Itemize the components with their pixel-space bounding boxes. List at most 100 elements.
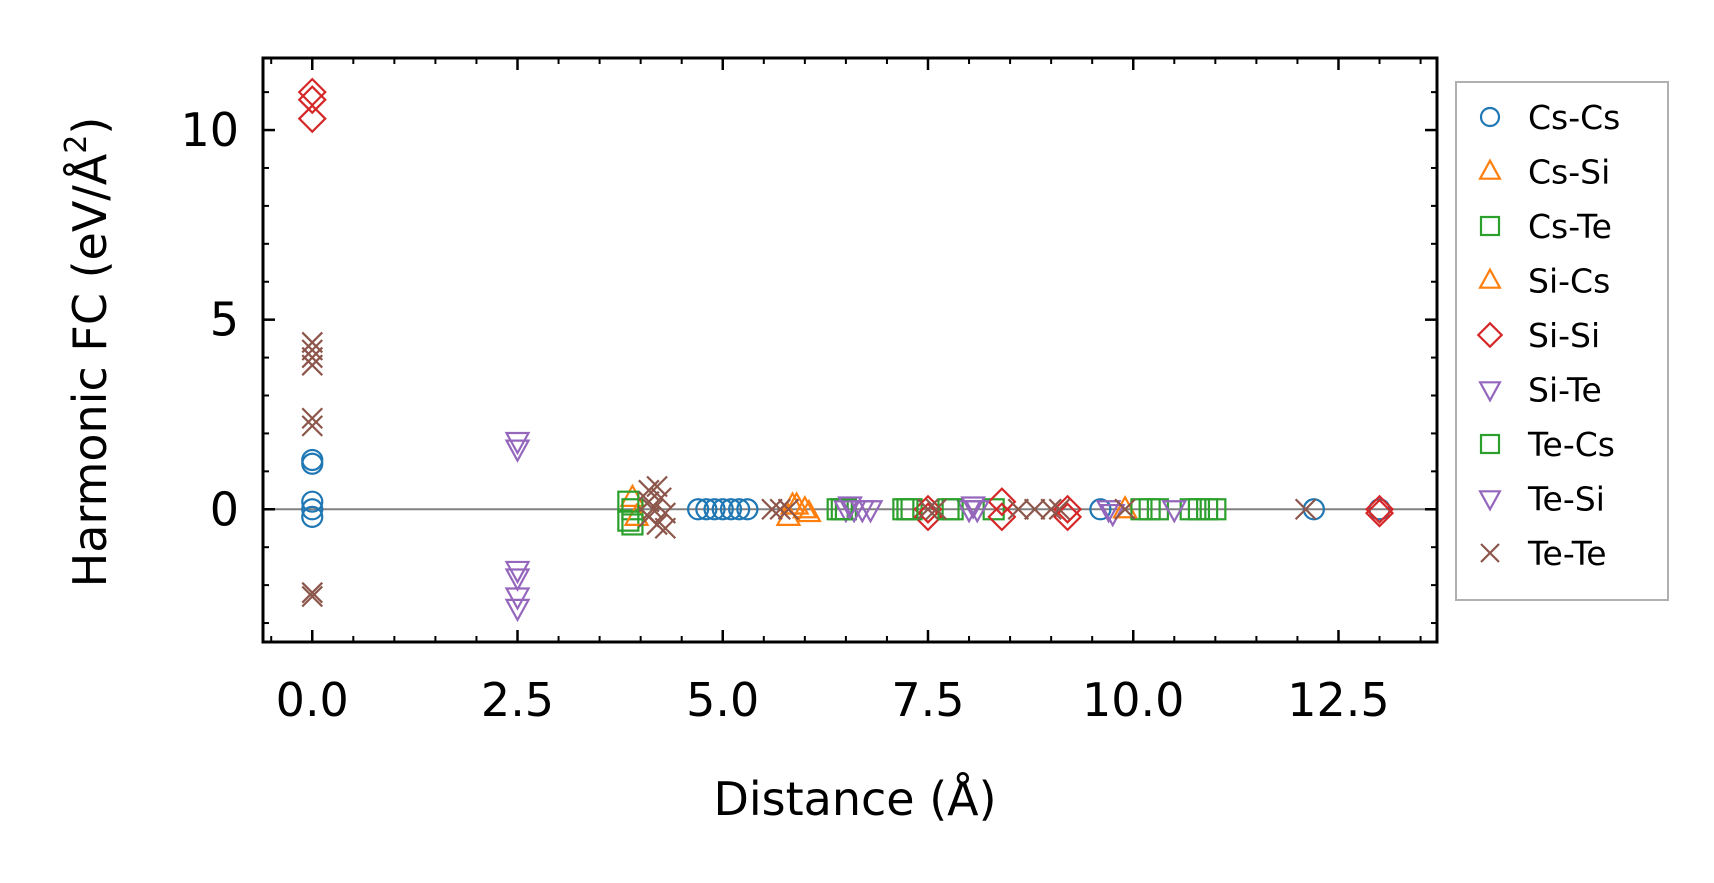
point-cs-cs xyxy=(301,490,324,513)
point-te-te xyxy=(646,513,668,536)
point-cs-cs xyxy=(736,498,759,521)
legend-frame xyxy=(1455,81,1669,601)
point-cs-cs xyxy=(719,498,743,521)
point-te-si xyxy=(960,496,987,520)
point-si-te xyxy=(1161,500,1188,524)
x-axis-label: Distance (Å) xyxy=(713,772,996,826)
x-tick-label: 12.5 xyxy=(1287,673,1389,727)
x-tick-label: 5.0 xyxy=(686,673,759,727)
point-cs-cs xyxy=(301,448,324,472)
point-cs-cs xyxy=(711,498,734,521)
point-te-te xyxy=(1040,498,1062,521)
point-si-te xyxy=(504,568,531,592)
point-te-te xyxy=(301,339,324,361)
point-si-si xyxy=(987,502,1017,532)
legend: Cs-Cs Cs-Si Cs-Te Si-Cs Si-Si Si-Te Te-Cs Te-Si… xyxy=(1455,81,1669,601)
x-tick-label: 7.5 xyxy=(891,673,964,727)
point-si-si xyxy=(987,487,1017,517)
point-si-si xyxy=(1053,502,1083,532)
point-cs-cs xyxy=(703,498,726,521)
point-si-si xyxy=(1053,494,1083,524)
point-te-te xyxy=(646,475,668,498)
point-cs-cs xyxy=(1089,498,1112,521)
legend-label-te-te: Te-Te xyxy=(1527,534,1607,573)
point-si-te xyxy=(504,598,531,623)
point-cs-cs xyxy=(301,505,324,528)
x-tick-label: 2.5 xyxy=(481,673,554,727)
y-axis-label: Harmonic FC (eV/Å2) xyxy=(59,117,117,588)
legend-label-cs-te: Cs-Te xyxy=(1528,207,1612,246)
point-te-te xyxy=(925,498,947,521)
point-te-te xyxy=(761,498,783,521)
point-si-te xyxy=(504,431,531,456)
legend-marker-si-cs xyxy=(1478,267,1502,289)
point-te-te xyxy=(301,581,324,604)
point-cs-cs xyxy=(695,498,718,521)
point-si-cs xyxy=(796,498,822,523)
legend-marker-te-si xyxy=(1478,490,1502,512)
point-te-si xyxy=(849,500,876,524)
point-si-si xyxy=(297,85,327,115)
legend-label-si-si: Si-Si xyxy=(1528,316,1600,355)
point-te-te xyxy=(301,346,324,369)
point-te-te xyxy=(1023,498,1046,521)
point-te-cs xyxy=(937,498,960,521)
point-si-te xyxy=(1095,500,1122,524)
point-te-te xyxy=(1007,498,1030,521)
y-tick-label: 0 xyxy=(210,482,239,536)
legend-label-te-si: Te-Si xyxy=(1527,480,1605,519)
point-te-cs xyxy=(617,490,640,513)
legend-label-te-cs: Te-Cs xyxy=(1527,425,1615,464)
legend-label-si-cs: Si-Cs xyxy=(1528,262,1610,301)
legend-label-cs-si: Cs-Si xyxy=(1528,153,1610,192)
point-te-cs xyxy=(1187,498,1211,521)
point-si-si xyxy=(913,502,943,532)
y-tick-label: 10 xyxy=(180,103,239,157)
x-tick-label: 10.0 xyxy=(1082,673,1184,727)
legend-marker-si-te xyxy=(1478,381,1502,403)
point-cs-cs xyxy=(301,498,324,521)
point-te-te xyxy=(777,498,800,521)
point-te-te xyxy=(654,517,677,540)
point-si-te xyxy=(504,560,531,585)
legend-label-cs-cs: Cs-Cs xyxy=(1528,98,1620,137)
point-si-si xyxy=(913,494,943,524)
point-te-cs xyxy=(896,498,919,521)
legend-marker-si-si xyxy=(1476,321,1504,349)
x-tick-label: 0.0 xyxy=(276,673,349,727)
point-si-si xyxy=(297,77,327,107)
point-te-te xyxy=(654,502,677,524)
point-te-te xyxy=(301,331,324,354)
legend-marker-te-te xyxy=(1480,543,1500,563)
point-te-cs xyxy=(1138,498,1161,521)
axis-ticks: 0.0 2.5 5.0 7.5 10.0 12.5 0 5 10 xyxy=(180,58,1437,727)
point-te-te xyxy=(917,498,939,521)
point-si-te xyxy=(504,587,531,611)
legend-marker-cs-si xyxy=(1478,158,1502,180)
point-cs-si xyxy=(619,483,646,507)
point-te-te xyxy=(769,498,791,521)
point-si-si xyxy=(1364,498,1395,528)
point-te-te xyxy=(301,354,324,376)
legend-marker-te-cs xyxy=(1479,433,1501,455)
point-te-cs xyxy=(830,498,853,521)
legend-marker-cs-cs xyxy=(1479,106,1501,128)
data-points xyxy=(297,77,1395,623)
point-si-si xyxy=(297,104,327,134)
plot-frame xyxy=(261,56,1439,644)
point-te-te xyxy=(1114,498,1136,521)
legend-marker-cs-te xyxy=(1479,215,1501,237)
point-cs-cs xyxy=(687,498,710,521)
legend-label-si-te: Si-Te xyxy=(1528,371,1602,410)
point-te-te xyxy=(638,479,660,502)
point-te-te xyxy=(642,498,664,521)
point-te-te xyxy=(638,490,660,513)
y-tick-label: 5 xyxy=(210,293,239,347)
point-te-te xyxy=(301,407,324,430)
point-te-te xyxy=(301,415,324,437)
point-te-te xyxy=(1294,498,1317,521)
point-cs-cs xyxy=(1302,498,1325,521)
point-cs-cs xyxy=(728,498,751,521)
point-te-te xyxy=(301,585,324,608)
